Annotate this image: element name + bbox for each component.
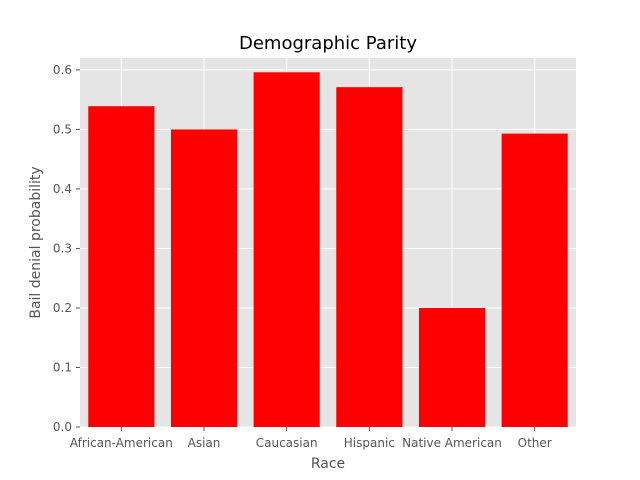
plot-area — [80, 58, 576, 427]
y-tick-label: 0.1 — [53, 360, 72, 374]
x-axis-ticks: African-American Asian Caucasian Hispanic Na… — [70, 427, 552, 450]
bars — [88, 72, 568, 427]
x-axis-label: Race — [311, 456, 345, 472]
y-axis-label: Bail denial probability — [28, 166, 44, 318]
x-tick-label: Hispanic — [344, 436, 395, 450]
bar-hispanic — [336, 87, 403, 427]
y-tick-label: 0.0 — [53, 420, 72, 434]
y-tick-label: 0.2 — [53, 301, 72, 315]
x-tick-label: Caucasian — [256, 436, 318, 450]
bar-native-american — [418, 307, 486, 427]
bar-caucasian — [253, 72, 320, 427]
bar-other — [501, 133, 568, 427]
y-tick-label: 0.4 — [53, 182, 72, 196]
x-tick-label: Native American — [402, 436, 502, 450]
chart-title: Demographic Parity — [239, 33, 417, 54]
bar-african-american — [88, 106, 155, 427]
y-tick-label: 0.6 — [53, 63, 72, 77]
bar-asian — [170, 129, 238, 427]
y-tick-label: 0.3 — [53, 241, 72, 255]
x-tick-label: African-American — [70, 436, 173, 450]
x-tick-label: Asian — [188, 436, 221, 450]
y-tick-label: 0.5 — [53, 122, 72, 136]
y-axis-ticks: 0.0 0.1 0.2 0.3 0.4 0.5 0.6 — [53, 63, 80, 434]
x-tick-label: Other — [518, 436, 552, 450]
